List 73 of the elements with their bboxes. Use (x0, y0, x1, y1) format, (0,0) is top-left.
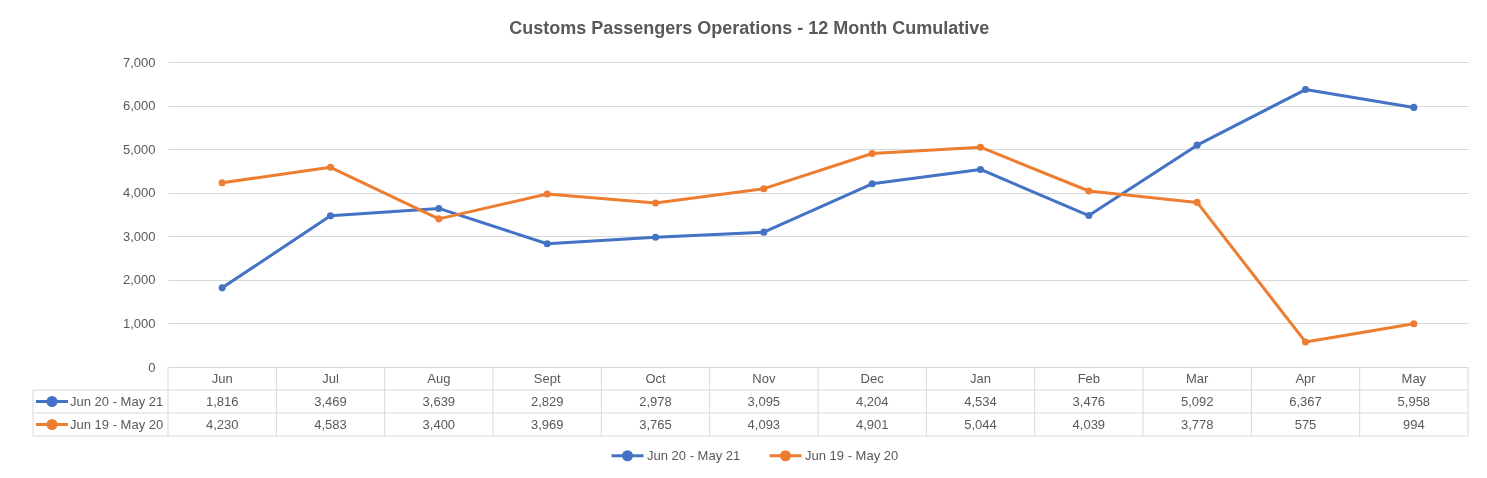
point (760, 228, 768, 236)
point (868, 180, 876, 188)
y-tick-label: 0 (148, 359, 156, 375)
x-tick-label: Oct (645, 370, 666, 386)
legend-label: Jun 19 - May 20 (70, 416, 164, 432)
x-tick-label: Feb (1077, 370, 1101, 386)
y-tick-label: 2,000 (122, 272, 156, 288)
data-label: 3,095 (747, 393, 781, 409)
y-tick-label: 3,000 (122, 228, 156, 244)
point (543, 190, 551, 198)
point (651, 199, 660, 207)
data-label: 6,367 (1289, 393, 1322, 409)
data-label: 4,039 (1072, 416, 1106, 432)
x-tick-label: Mar (1185, 370, 1210, 386)
point (543, 240, 551, 248)
x-tick-label: Jul (322, 370, 339, 386)
chart-title: Customs Passengers Operations - 12 Month Cumulative (509, 18, 990, 38)
data-label: 3,476 (1072, 393, 1106, 409)
x-tick-label: Nov (752, 370, 776, 386)
point (218, 284, 226, 292)
point (1085, 212, 1093, 220)
y-tick-label: 1,000 (122, 315, 156, 331)
data-label: 3,765 (639, 416, 672, 432)
y-tick-label: 7,000 (122, 54, 156, 70)
x-tick-label: Sept (533, 370, 561, 386)
data-label: 3,969 (530, 416, 564, 432)
data-label: 4,534 (964, 393, 997, 409)
point (1193, 141, 1201, 149)
y-tick-label: 5,000 (122, 141, 156, 157)
x-tick-label: Dec (860, 370, 885, 386)
y-tick-label: 4,000 (122, 185, 156, 201)
x-tick-label: Jun (211, 370, 233, 386)
legend-label: Jun 20 - May 21 (70, 393, 164, 409)
data-label: 4,901 (855, 416, 889, 432)
point (651, 233, 660, 241)
data-label: 1,816 (205, 393, 239, 409)
point (1301, 86, 1310, 94)
point (1085, 187, 1093, 195)
point (435, 215, 443, 223)
data-label: 4,204 (855, 393, 889, 409)
data-label: 575 (1294, 416, 1317, 432)
x-tick-label: Aug (427, 370, 451, 386)
point (326, 212, 335, 220)
point (1193, 198, 1201, 206)
data-label: 3,400 (422, 416, 456, 432)
data-label: 4,093 (747, 416, 781, 432)
x-tick-label: May (1401, 370, 1427, 386)
x-tick-label: Jan (970, 370, 991, 386)
point (976, 143, 985, 151)
x-tick-label: Apr (1295, 370, 1317, 386)
data-label: 5,044 (964, 416, 997, 432)
point (218, 179, 226, 187)
data-label: 4,230 (205, 416, 239, 432)
y-tick-label: 6,000 (122, 98, 156, 114)
data-label: 5,092 (1180, 393, 1214, 409)
data-label: 5,958 (1397, 393, 1431, 409)
point (326, 163, 335, 171)
data-label: 3,469 (314, 393, 347, 409)
data-label: 2,978 (639, 393, 672, 409)
data-label: 3,639 (422, 393, 456, 409)
data-label: 994 (1402, 416, 1425, 432)
data-label: 3,778 (1180, 416, 1214, 432)
point (976, 165, 985, 173)
data-label: 4,583 (314, 416, 347, 432)
point (760, 185, 768, 193)
point (1410, 103, 1418, 111)
point (868, 149, 876, 157)
text: Jun 20 - May 21 (647, 447, 741, 463)
data-label: 2,829 (530, 393, 564, 409)
point (1301, 338, 1310, 346)
point (435, 204, 443, 212)
point (1410, 320, 1418, 328)
text: Jun 19 - May 20 (805, 447, 899, 463)
